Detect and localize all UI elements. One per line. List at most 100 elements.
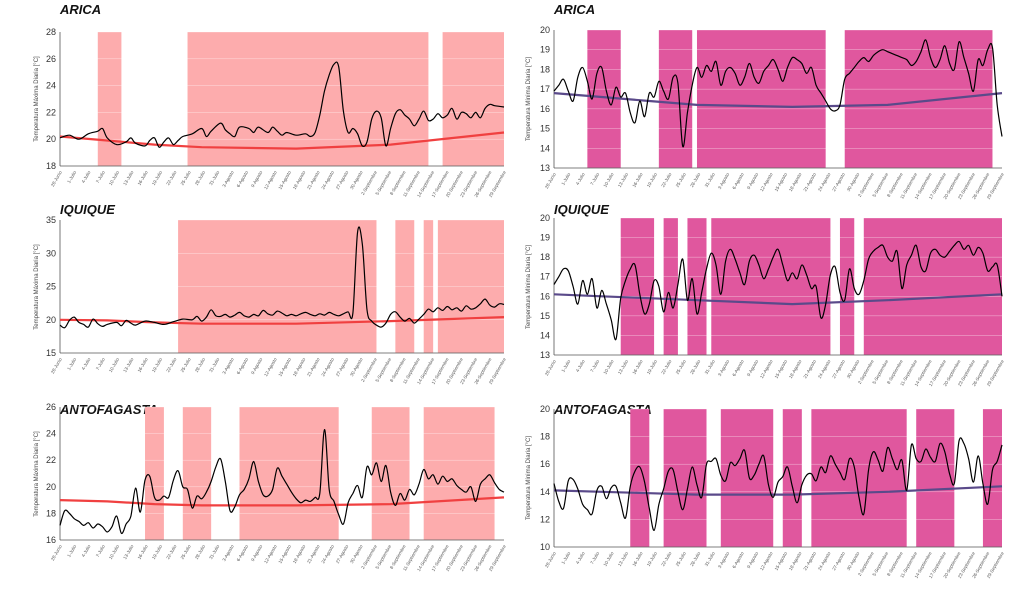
x-tick-label: 25-Julio bbox=[180, 170, 192, 187]
y-tick-label: 15 bbox=[540, 311, 550, 321]
x-tick-label: 31-Julio bbox=[704, 172, 716, 189]
x-tick-label: 25-Julio bbox=[180, 357, 192, 374]
y-tick-label: 18 bbox=[540, 432, 550, 442]
x-tick-label: 25-Julio bbox=[180, 544, 192, 561]
y-tick-label: 14 bbox=[540, 330, 550, 340]
x-tick-label: 19-Julio bbox=[646, 172, 658, 189]
x-tick-label: 31-Julio bbox=[208, 544, 220, 561]
chart-title: ANTOFAGASTA bbox=[554, 402, 652, 417]
x-tick-label: 6-Agosto bbox=[236, 544, 250, 563]
x-tick-label: 24-Agosto bbox=[817, 551, 832, 572]
y-tick-label: 13 bbox=[540, 163, 550, 173]
y-tick-label: 17 bbox=[540, 272, 550, 282]
y-axis-label: Temperatura Mínima Diaria [°C] bbox=[526, 57, 532, 141]
x-tick-label: 13-Julio bbox=[122, 357, 134, 374]
x-tick-label: 4-Julio bbox=[81, 357, 92, 371]
y-tick-label: 18 bbox=[540, 252, 550, 262]
x-tick-label: 16-Julio bbox=[137, 357, 149, 374]
x-tick-label: 28-Julio bbox=[194, 357, 206, 374]
y-tick-label: 16 bbox=[540, 291, 550, 301]
y-tick-label: 14 bbox=[540, 487, 550, 497]
x-tick-label: 24-Agosto bbox=[817, 359, 832, 380]
highlight-band bbox=[844, 30, 993, 168]
x-tick-label: 6-Agosto bbox=[731, 359, 745, 378]
x-tick-label: 28-Junio bbox=[50, 357, 63, 375]
x-tick-label: 12-Agosto bbox=[759, 172, 774, 193]
x-tick-label: 28-Julio bbox=[194, 170, 206, 187]
x-tick-label: 27-Agosto bbox=[831, 359, 846, 380]
highlight-band bbox=[145, 407, 164, 540]
x-tick-label: 9-Agosto bbox=[746, 551, 760, 570]
x-tick-label: 18-Agosto bbox=[788, 172, 803, 193]
y-tick-label: 16 bbox=[46, 535, 56, 545]
highlight-band bbox=[687, 218, 707, 355]
x-tick-label: 15-Agosto bbox=[774, 551, 789, 572]
y-axis-label: Temperatura Mínima Diaria [°C] bbox=[526, 436, 532, 520]
x-tick-label: 7-Julio bbox=[95, 544, 106, 558]
climatology-line bbox=[59, 316, 505, 325]
chart-panel-iquique-min: IQUIQUE Temperatura Mínima Diaria [°C] 1… bbox=[512, 200, 1024, 399]
x-tick-label: 16-Julio bbox=[631, 359, 643, 376]
highlight-band bbox=[811, 409, 907, 547]
highlight-band bbox=[782, 409, 802, 547]
y-tick-label: 10 bbox=[540, 542, 550, 552]
x-tick-label: 28-Junio bbox=[50, 544, 63, 562]
x-tick-label: 13-Julio bbox=[617, 172, 629, 189]
x-tick-label: 30-Agosto bbox=[349, 170, 364, 191]
y-tick-label: 22 bbox=[46, 107, 56, 117]
x-tick-label: 10-Julio bbox=[602, 551, 614, 568]
highlight-band bbox=[863, 218, 1002, 355]
x-tick-label: 9-Agosto bbox=[250, 544, 264, 563]
x-tick-label: 28-Junio bbox=[544, 551, 557, 569]
x-tick-label: 6-Agosto bbox=[731, 172, 745, 191]
x-tick-label: 24-Agosto bbox=[320, 357, 335, 378]
y-tick-label: 16 bbox=[540, 104, 550, 114]
x-tick-label: 25-Julio bbox=[675, 551, 687, 568]
climatology-line bbox=[553, 92, 1003, 109]
x-tick-label: 4-Julio bbox=[81, 170, 92, 184]
x-tick-label: 22-Julio bbox=[165, 170, 177, 187]
highlight-band bbox=[442, 32, 504, 166]
y-tick-label: 13 bbox=[540, 350, 550, 360]
highlight-band bbox=[371, 407, 410, 540]
x-tick-label: 19-Julio bbox=[646, 551, 658, 568]
x-tick-label: 10-Julio bbox=[108, 544, 120, 561]
chart-svg: Temperatura Mínima Diaria [°C] 13 14 15 16 1… bbox=[526, 25, 1005, 200]
x-tick-label: 3-Agosto bbox=[221, 357, 235, 376]
highlight-band bbox=[696, 30, 826, 168]
x-tick-label: 15-Agosto bbox=[277, 357, 292, 378]
x-tick-label: 16-Julio bbox=[137, 544, 149, 561]
x-tick-label: 18-Agosto bbox=[788, 359, 803, 380]
chart-panel-iquique-max: IQUIQUE Temperatura Máxima Diaria [°C] 1… bbox=[0, 200, 512, 399]
observed-temperature-line bbox=[59, 226, 505, 329]
y-tick-label: 24 bbox=[46, 81, 56, 91]
x-tick-label: 15-Agosto bbox=[277, 170, 292, 191]
chart-panel-antofagasta-min: ANTOFAGASTA Temperatura Mínima Diaria [°… bbox=[512, 400, 1024, 599]
x-tick-label: 24-Agosto bbox=[320, 170, 335, 191]
x-tick-label: 22-Julio bbox=[660, 172, 672, 189]
x-tick-label: 6-Agosto bbox=[236, 170, 250, 189]
x-tick-label: 19-Julio bbox=[646, 359, 658, 376]
x-tick-label: 4-Julio bbox=[575, 551, 586, 565]
observed-temperature-line bbox=[553, 437, 1003, 532]
observed-temperature-line bbox=[59, 61, 505, 148]
chart-svg: Temperatura Mínima Diaria [°C] 10 12 14 16 1… bbox=[526, 404, 1005, 579]
x-tick-label: 22-Julio bbox=[165, 357, 177, 374]
y-tick-label: 17 bbox=[540, 84, 550, 94]
y-tick-label: 20 bbox=[540, 213, 550, 223]
y-tick-label: 12 bbox=[540, 514, 550, 524]
x-tick-label: 27-Agosto bbox=[335, 357, 350, 378]
y-tick-label: 22 bbox=[46, 455, 56, 465]
x-tick-label: 15-Agosto bbox=[277, 544, 292, 565]
x-tick-label: 4-Julio bbox=[575, 359, 586, 373]
highlight-band bbox=[663, 218, 678, 355]
x-tick-label: 21-Agosto bbox=[802, 172, 817, 193]
chart-title: ARICA bbox=[60, 2, 102, 17]
x-tick-label: 22-Julio bbox=[660, 551, 672, 568]
x-tick-label: 24-Agosto bbox=[817, 172, 832, 193]
x-tick-label: 9-Agosto bbox=[250, 170, 264, 189]
chart-panel-antofagasta-max: ANTOFAGASTA Temperatura Máxima Diaria [°… bbox=[0, 400, 512, 599]
x-tick-label: 1-Julio bbox=[560, 172, 571, 186]
x-tick-label: 25-Julio bbox=[675, 359, 687, 376]
x-tick-label: 1-Julio bbox=[66, 357, 77, 371]
